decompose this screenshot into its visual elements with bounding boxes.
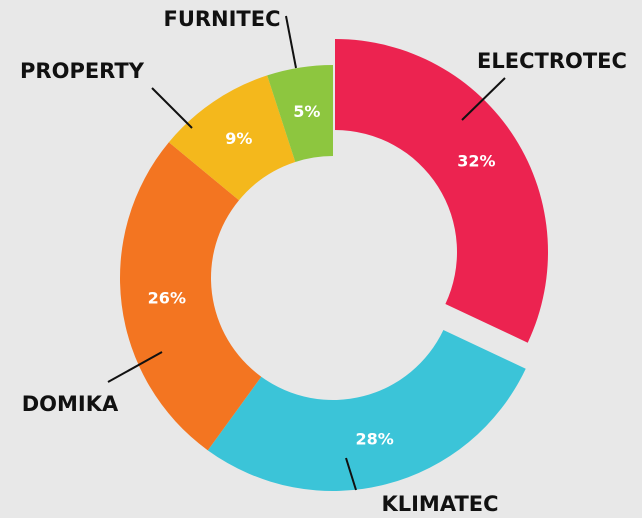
donut-segment — [335, 39, 548, 343]
value-label: 32% — [457, 152, 495, 171]
donut-segment — [267, 65, 333, 162]
value-label: 9% — [225, 129, 252, 148]
leader-line — [345, 457, 357, 491]
donut-segment — [119, 142, 262, 451]
leader-line — [461, 77, 506, 121]
category-label: DOMIKA — [22, 392, 119, 416]
leader-line — [107, 351, 163, 383]
category-label: ELECTROTEC — [477, 49, 627, 73]
leader-line — [151, 87, 193, 129]
value-label: 5% — [293, 102, 320, 121]
category-label: PROPERTY — [20, 59, 145, 83]
value-label: 26% — [148, 288, 186, 307]
donut-segment — [207, 329, 526, 491]
category-label: FURNITEC — [163, 7, 280, 31]
value-label: 28% — [356, 430, 394, 449]
category-label: KLIMATEC — [381, 492, 498, 516]
leader-line — [285, 15, 297, 69]
donut-segment — [168, 75, 296, 201]
